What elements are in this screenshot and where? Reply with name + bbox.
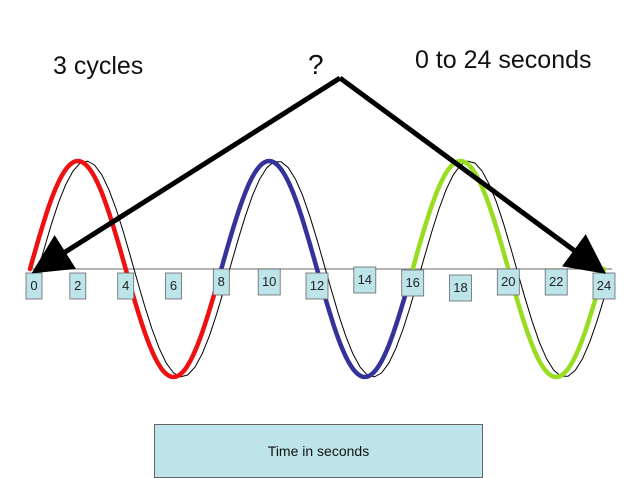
tick-box [165,272,182,300]
tick-4: 4 [117,272,135,300]
tick-box [449,274,472,302]
tick-box [212,268,230,296]
tick-14: 14 [353,266,377,294]
question-mark: ? [308,49,324,80]
tick-label: 0 [30,278,37,293]
tick-6: 6 [165,272,182,300]
tick-label: 2 [74,278,81,293]
tick-label: 8 [218,274,225,289]
tick-12: 12 [305,272,329,300]
tick-2: 2 [69,272,87,300]
tick-16: 16 [401,269,425,297]
tick-box [305,272,329,300]
tick-box [353,266,377,294]
tick-label: 6 [170,278,177,293]
tick-18: 18 [449,274,472,302]
reference-sine-wave [29,160,605,378]
tick-label: 16 [405,275,419,290]
tick-label: 22 [549,274,563,289]
cycle-1-wave [27,158,224,380]
time-in-seconds-box: Time in seconds [154,424,483,478]
tick-box [257,268,281,296]
tick-labels: 0 2 4 6 8 10 12 14 16 18 20 22 24 [25,266,616,302]
tick-box [117,272,135,300]
tick-label: 4 [122,278,129,293]
tick-20: 20 [496,268,520,296]
left-arrow [31,75,342,274]
time-in-seconds-label: Time in seconds [267,443,370,459]
tick-22: 22 [544,268,568,296]
tick-box [496,268,520,296]
tick-box [544,268,568,296]
right-arrow [338,75,607,274]
tick-8: 8 [212,268,230,296]
cycle-2-wave [219,158,415,380]
tick-box [401,269,425,297]
tick-label: 18 [453,280,467,295]
tick-0: 0 [25,272,43,300]
tick-10: 10 [257,268,281,296]
tick-label: 12 [310,278,324,293]
tick-label: 10 [262,274,276,289]
tick-label: 24 [597,278,611,293]
tick-box [69,272,87,300]
tick-label: 14 [358,272,372,287]
cycles-label: 3 cycles [53,52,143,80]
range-label: 0 to 24 seconds [415,46,592,74]
tick-label: 20 [501,274,515,289]
tick-24: 24 [592,272,616,300]
